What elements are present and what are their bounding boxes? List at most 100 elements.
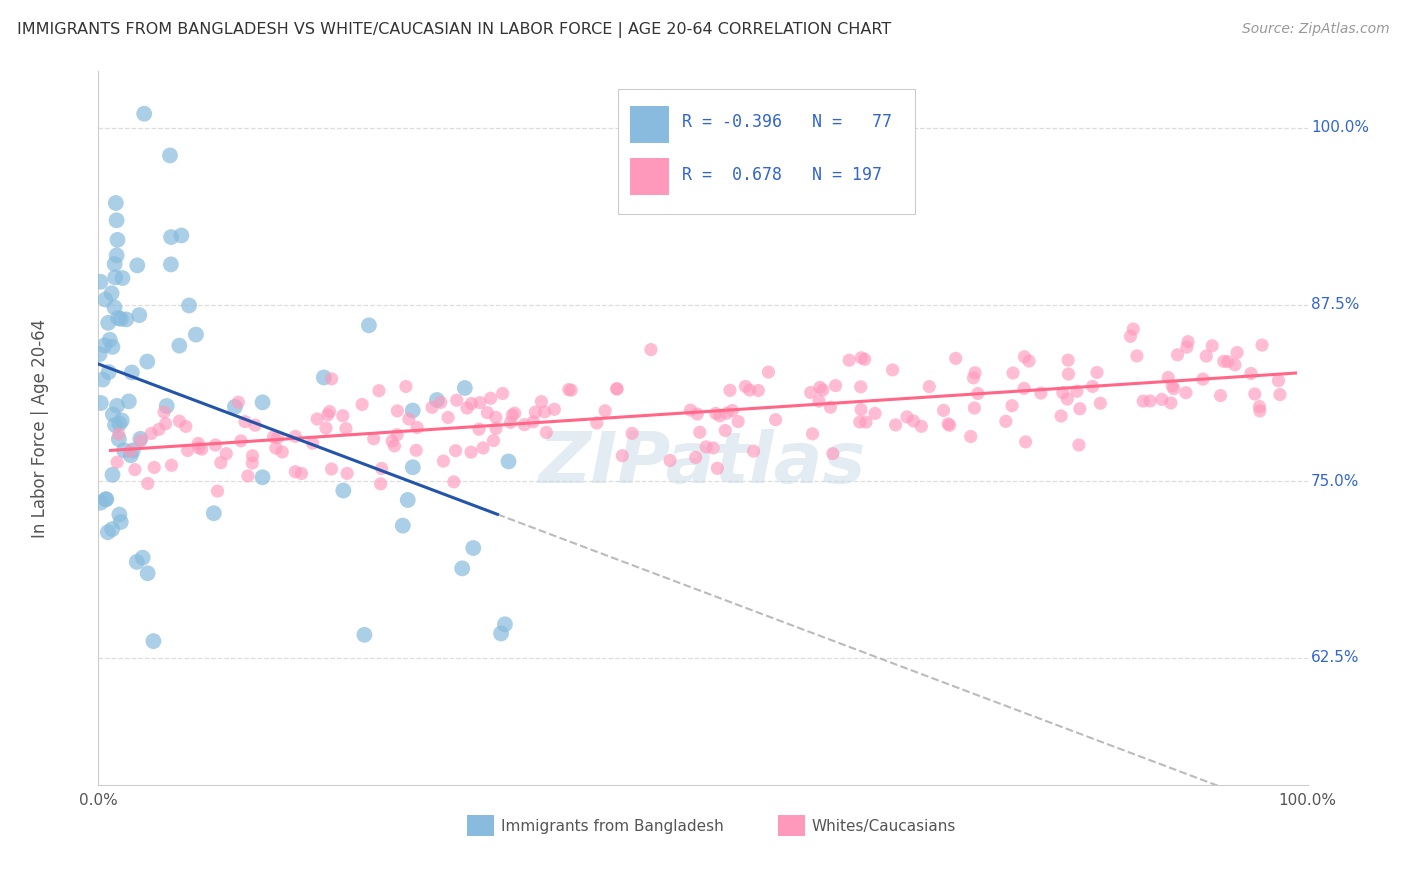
Point — [263, 430, 285, 444]
Point — [498, 454, 520, 468]
Point — [105, 213, 128, 227]
Point — [332, 483, 354, 498]
Point — [820, 400, 842, 414]
Point — [1249, 404, 1271, 418]
Point — [932, 403, 955, 417]
Point — [1050, 409, 1073, 423]
Point — [240, 456, 263, 470]
Point — [335, 422, 357, 436]
Point — [148, 422, 170, 436]
Point — [882, 363, 904, 377]
Text: Immigrants from Bangladesh: Immigrants from Bangladesh — [501, 819, 724, 834]
Point — [170, 228, 193, 243]
Point — [468, 395, 491, 409]
Point — [370, 461, 392, 475]
Point — [513, 417, 536, 432]
Point — [118, 394, 141, 409]
Point — [128, 308, 150, 322]
FancyBboxPatch shape — [778, 815, 804, 837]
Point — [460, 396, 482, 410]
Point — [1001, 399, 1024, 413]
Point — [1069, 401, 1091, 416]
Point — [129, 432, 152, 446]
Point — [136, 566, 159, 581]
Point — [367, 384, 389, 398]
Point — [1192, 372, 1215, 386]
Point — [129, 434, 152, 448]
Text: IMMIGRANTS FROM BANGLADESH VS WHITE/CAUCASIAN IN LABOR FORCE | AGE 20-64 CORRELA: IMMIGRANTS FROM BANGLADESH VS WHITE/CAUC… — [17, 22, 891, 38]
Point — [111, 413, 134, 427]
Point — [1057, 367, 1080, 381]
Point — [94, 293, 117, 307]
Point — [606, 382, 628, 396]
Point — [94, 492, 117, 507]
Text: Source: ZipAtlas.com: Source: ZipAtlas.com — [1241, 22, 1389, 37]
Point — [124, 462, 146, 476]
FancyBboxPatch shape — [630, 158, 669, 194]
Point — [1177, 334, 1199, 349]
Point — [536, 425, 558, 440]
Point — [485, 421, 508, 435]
FancyBboxPatch shape — [467, 815, 494, 837]
Point — [264, 441, 287, 455]
Text: 100.0%: 100.0% — [1312, 120, 1369, 136]
Point — [111, 271, 134, 285]
Point — [800, 385, 823, 400]
Point — [824, 378, 846, 392]
Point — [1132, 394, 1154, 409]
Point — [1267, 374, 1289, 388]
Point — [125, 555, 148, 569]
Point — [472, 441, 495, 455]
Point — [134, 107, 156, 121]
Point — [312, 370, 335, 384]
Point — [1212, 354, 1234, 368]
Point — [918, 379, 941, 393]
Point — [1014, 434, 1036, 449]
Point — [1251, 338, 1274, 352]
Point — [121, 443, 143, 458]
Point — [90, 396, 112, 410]
Text: 87.5%: 87.5% — [1312, 297, 1360, 312]
Point — [143, 460, 166, 475]
Point — [1066, 384, 1088, 399]
Point — [103, 301, 125, 315]
Point — [1150, 392, 1173, 407]
Point — [1240, 367, 1263, 381]
Point — [176, 443, 198, 458]
Point — [1268, 387, 1291, 401]
Point — [727, 415, 749, 429]
Point — [318, 404, 340, 418]
Point — [89, 275, 111, 289]
Point — [501, 408, 523, 422]
Point — [321, 462, 343, 476]
Point — [910, 419, 932, 434]
Text: Whites/Caucasians: Whites/Caucasians — [811, 819, 956, 834]
Point — [560, 383, 582, 397]
Point — [443, 475, 465, 489]
Point — [290, 467, 312, 481]
Point — [363, 432, 385, 446]
Point — [558, 383, 581, 397]
Point — [489, 626, 512, 640]
Point — [187, 441, 209, 455]
Point — [156, 399, 179, 413]
Point — [742, 444, 765, 458]
Point — [1209, 388, 1232, 402]
Point — [307, 412, 329, 426]
Point — [229, 434, 252, 448]
Point — [398, 412, 420, 426]
Text: R =  0.678   N = 197: R = 0.678 N = 197 — [682, 166, 883, 184]
Point — [444, 443, 467, 458]
Point — [695, 440, 717, 454]
Point — [104, 270, 127, 285]
Point — [396, 493, 419, 508]
Point — [242, 449, 264, 463]
Point — [90, 496, 112, 510]
Text: 62.5%: 62.5% — [1312, 650, 1360, 665]
Point — [104, 417, 127, 432]
Point — [97, 316, 120, 330]
Point — [994, 414, 1017, 428]
Point — [395, 379, 418, 393]
Point — [965, 366, 987, 380]
Point — [1163, 382, 1185, 396]
